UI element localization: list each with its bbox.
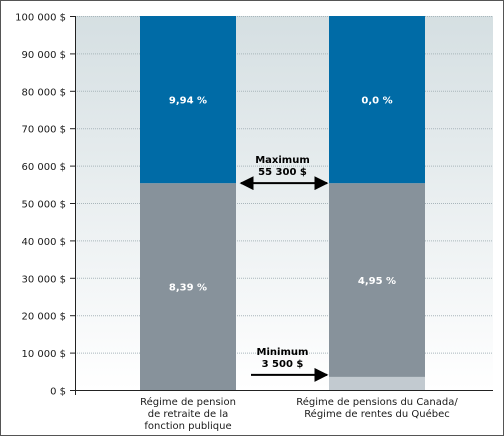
y-tick-label: 60 000 $ — [21, 162, 66, 173]
y-tick-label: 20 000 $ — [21, 312, 66, 323]
bar-segment — [329, 376, 425, 390]
y-tick-label: 90 000 $ — [21, 50, 66, 61]
bar-segment — [140, 183, 236, 390]
y-tick-label: 50 000 $ — [21, 200, 66, 211]
category-label: Régime de rentes du Québec — [304, 408, 450, 420]
bar-segment — [329, 183, 425, 377]
annotation-label: Maximum — [255, 155, 310, 166]
annotation-label: 55 300 $ — [258, 167, 307, 178]
category-label: de retraite de la — [148, 409, 229, 420]
bar-segment — [329, 16, 425, 184]
axes: 0 $ 10 000 $ 20 000 $ 30 000 $ 40 000 $ 50 00… — [15, 13, 493, 398]
segment-label: 4,95 % — [358, 276, 396, 287]
y-tick-label: 0 $ — [50, 387, 66, 398]
y-tick-label: 10 000 $ — [21, 349, 66, 360]
y-tick-label: 100 000 $ — [15, 13, 66, 24]
annotation-label: 3 500 $ — [262, 359, 304, 370]
category-label: Régime de pensions du Canada/ — [296, 396, 458, 408]
y-tick-label: 70 000 $ — [21, 125, 66, 136]
category-label: fonction publique — [144, 421, 231, 432]
bars — [140, 16, 425, 390]
y-tick-label: 80 000 $ — [21, 87, 66, 98]
y-tick-label: 40 000 $ — [21, 237, 66, 248]
annotation-label: Minimum — [257, 347, 309, 358]
segment-label: 9,94 % — [169, 96, 207, 107]
segment-label: 8,39 % — [169, 283, 207, 294]
category-label: Régime de pension — [140, 396, 236, 408]
y-tick-label: 30 000 $ — [21, 274, 66, 285]
segment-label: 0,0 % — [361, 96, 392, 107]
bar-segment — [140, 16, 236, 184]
